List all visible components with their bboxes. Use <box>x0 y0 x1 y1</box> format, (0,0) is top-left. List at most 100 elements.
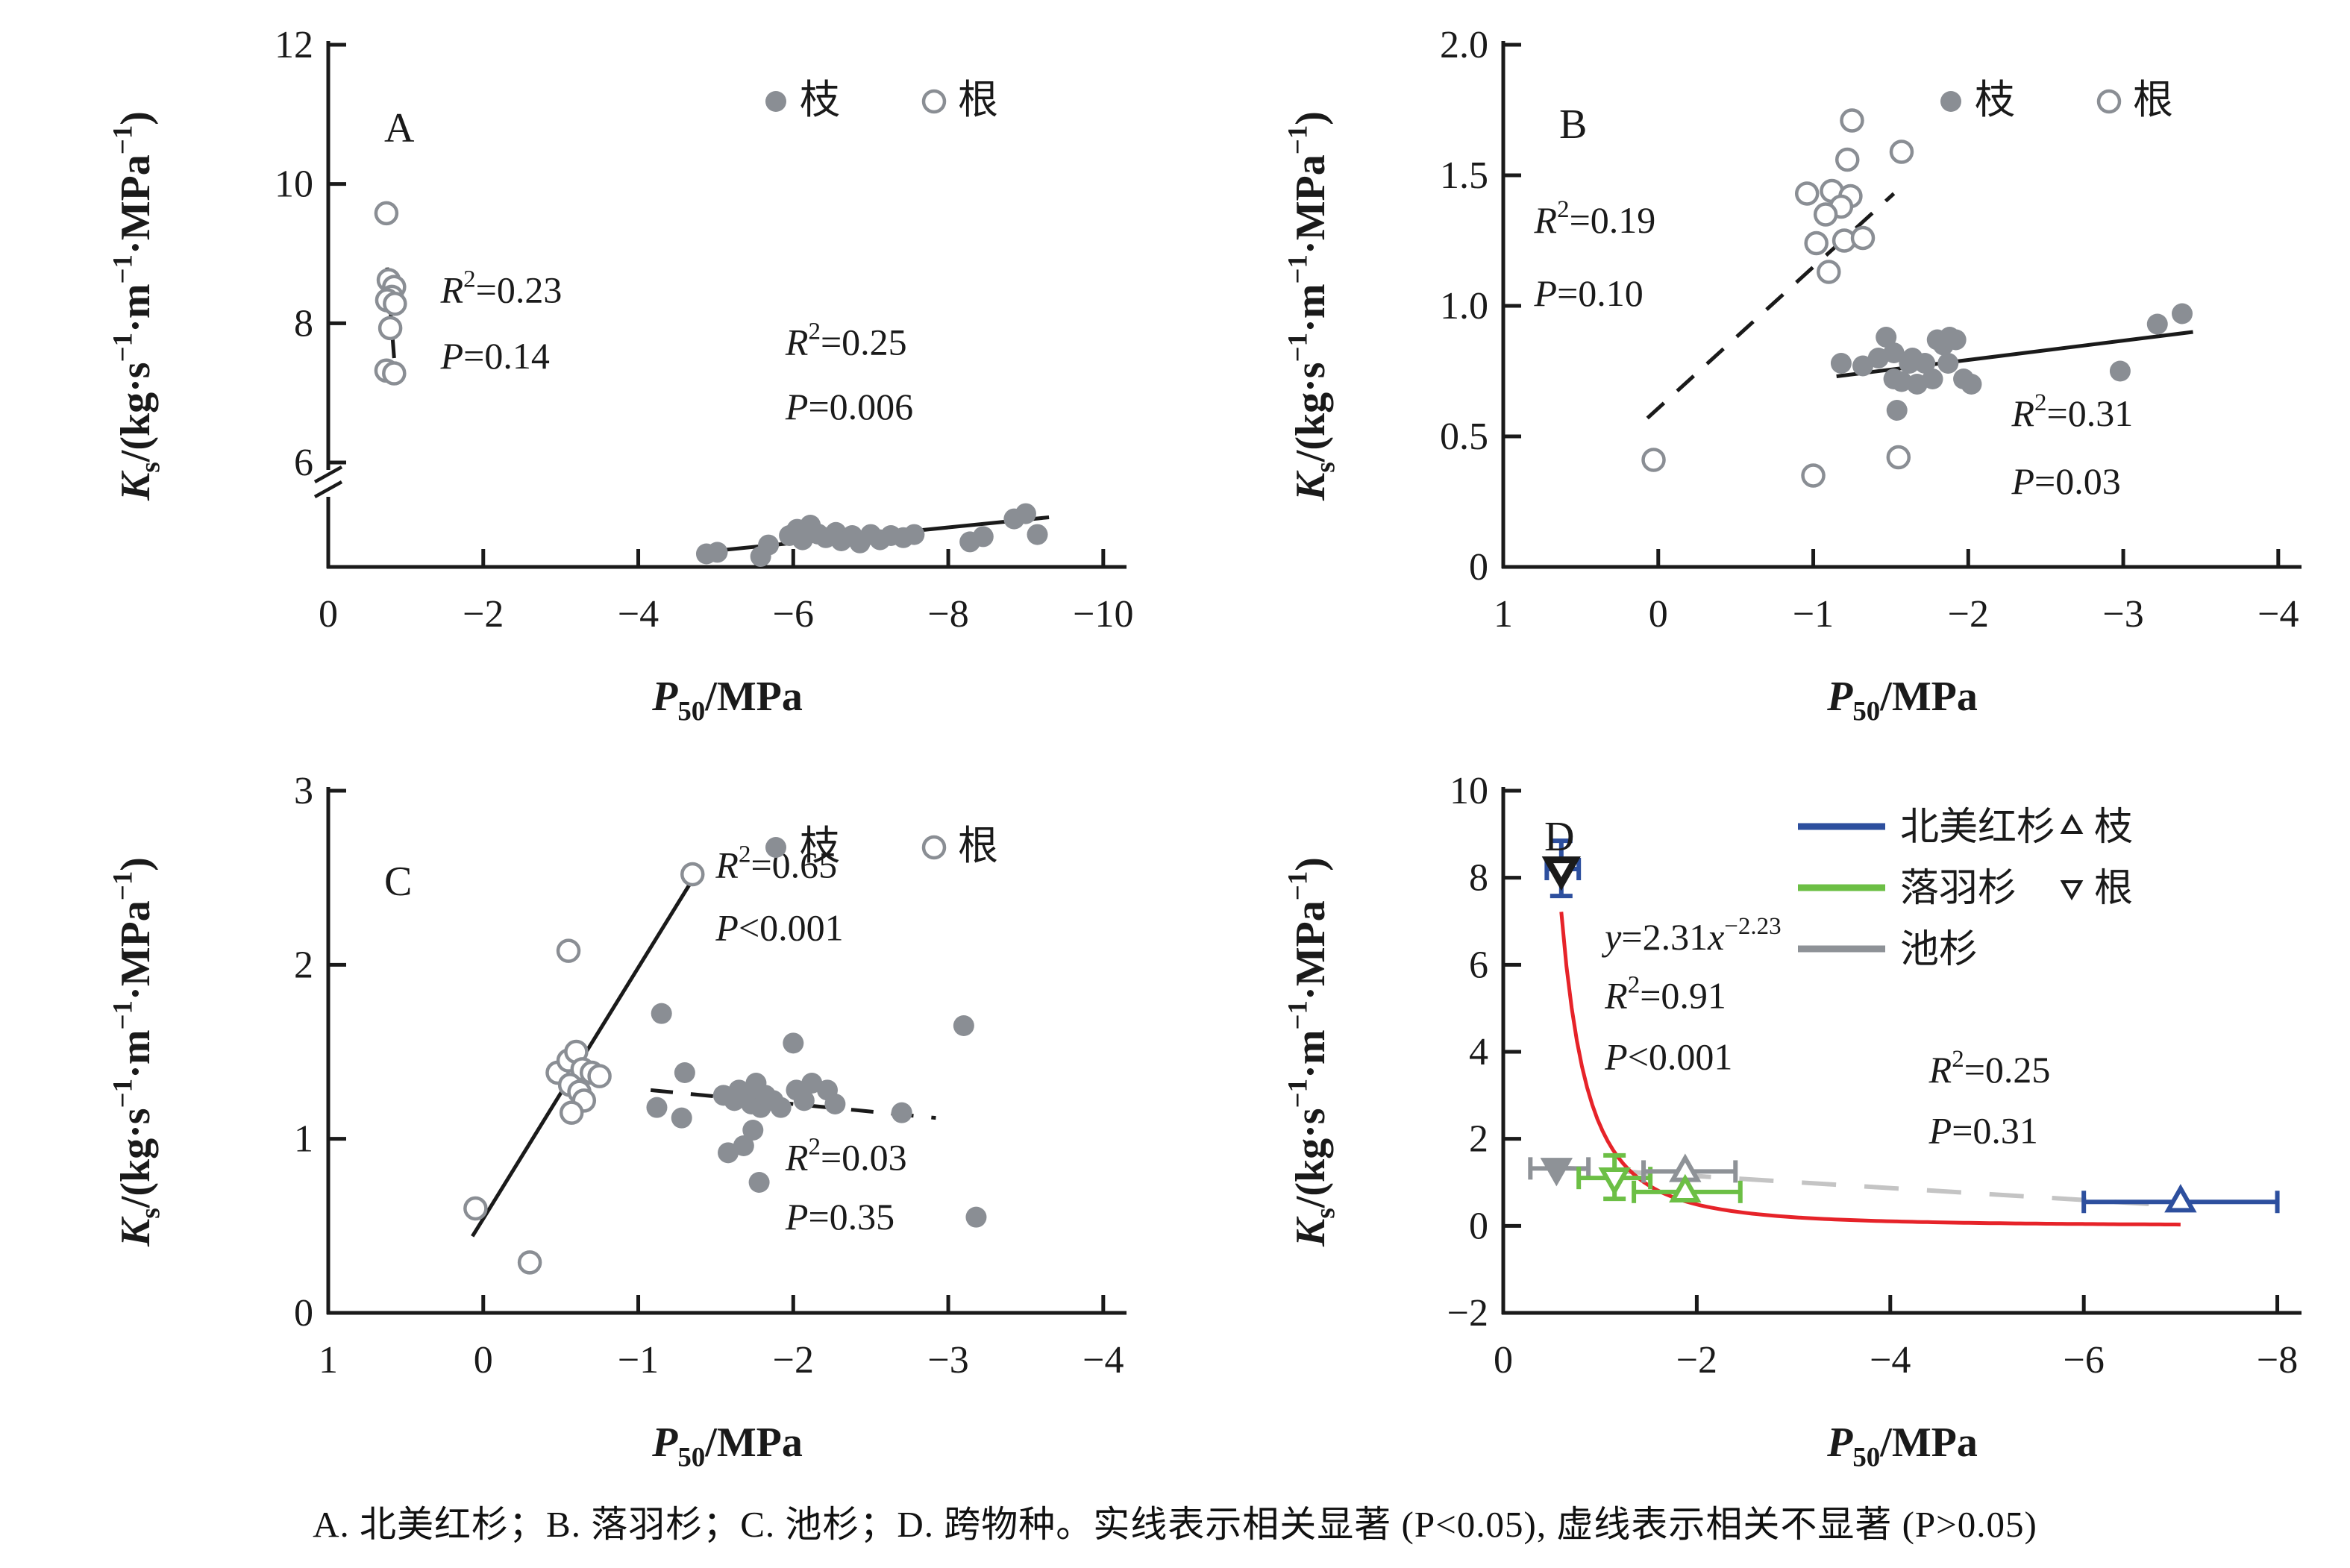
panel-d: 0 −2 −4 −6 −8 −2 0 2 4 6 8 10 y=2.31x−2.23 R2=0.91 P<0… <box>1175 746 2350 1492</box>
data-point-roots <box>517 1250 542 1275</box>
data-point-branches <box>671 1107 692 1129</box>
data-point-roots <box>1889 139 1914 164</box>
regression-line-dashed <box>1551 1164 2186 1209</box>
data-point-roots <box>1641 448 1666 472</box>
y-tick-label: 6 <box>1469 944 1488 986</box>
data-point-branches <box>651 1003 672 1024</box>
x-tick-label: −4 <box>1082 1339 1124 1382</box>
legend-root-label: 根 <box>2133 78 2173 122</box>
x-tick-label: −4 <box>1870 1339 1911 1382</box>
stat-annotation: R2=0.91 <box>1604 972 1726 1017</box>
data-point-枝 <box>2164 1184 2197 1213</box>
y-tick-label: 1.5 <box>1440 154 1488 197</box>
x-tick-label: 1 <box>319 1339 338 1382</box>
x-tick-label: −1 <box>1793 593 1834 636</box>
y-tick-label: 0 <box>1469 546 1488 589</box>
y-axis-title: Ks/(kg·s−1·m−1·MPa−1) <box>1282 857 1340 1247</box>
x-tick-label: 0 <box>1494 1339 1513 1382</box>
legend-species-label: 落羽杉 <box>1900 868 2017 910</box>
stat-annotation: R2=0.65 <box>715 841 837 886</box>
panel-d-svg: 0 −2 −4 −6 −8−20246810y=2.31x−2.23R2=0.91P<0… <box>1282 770 2302 1472</box>
x-tick-label: −2 <box>1676 1339 1717 1382</box>
stat-annotation: R2=0.31 <box>2011 389 2133 434</box>
panel-letter: C <box>384 859 412 905</box>
data-point-roots <box>1794 181 1820 206</box>
legend-branch-label: 枝 <box>1975 78 2015 122</box>
figure-caption: A. 北美红杉；B. 落羽杉；C. 池杉；D. 跨物种。实线表示相关显著 (P<… <box>313 1504 2037 1545</box>
axis-break-icon <box>313 480 343 498</box>
data-point-roots <box>1850 225 1876 251</box>
data-point-roots <box>680 862 705 887</box>
data-point-roots <box>1834 147 1860 172</box>
y-tick-label: 0 <box>1469 1205 1488 1247</box>
data-point-branches <box>2172 303 2193 324</box>
y-tick-label: 1 <box>294 1118 313 1161</box>
data-point-roots <box>463 1196 488 1221</box>
panel-c-svg: 1 0 −1 −2 −3 −40123R2=0.65P<0.001R2=0.03P=0.3… <box>107 770 1127 1472</box>
x-axis-title: P50/MPa <box>651 674 803 726</box>
y-tick-label: 2.0 <box>1440 24 1488 66</box>
x-tick-label: −2 <box>773 1339 814 1382</box>
data-point-roots <box>1813 202 1838 227</box>
data-point-branches <box>953 1015 974 1036</box>
data-point-branches <box>1886 400 1908 421</box>
panel-a: 0 −2 −4 −6 −8 −10 12 10 8 6 R2=0.23 P=0.14 R2=0.25 P=… <box>0 0 1175 746</box>
legend-root-icon <box>921 89 947 114</box>
legend-branch-icon <box>765 91 786 112</box>
stat-annotation: R2=0.03 <box>785 1134 907 1179</box>
stat-annotation: P=0.006 <box>785 386 913 427</box>
data-point-branches <box>1830 353 1852 374</box>
y-tick-label: 0.5 <box>1440 415 1488 458</box>
data-point-branches <box>783 1032 804 1054</box>
data-point-roots <box>1840 108 1864 133</box>
x-tick-label: −10 <box>1073 593 1133 636</box>
data-point-roots <box>383 291 407 316</box>
data-point-根 <box>1598 1167 1631 1197</box>
y-axis-title: Ks/(kg·s−1·m−1·MPa−1) <box>107 857 165 1247</box>
data-point-根 <box>1540 1158 1573 1187</box>
data-point-branches <box>758 534 780 556</box>
y-tick-label: 10 <box>275 163 313 206</box>
regression-line-dashed <box>1646 192 1896 420</box>
data-point-branches <box>733 1135 754 1156</box>
panel-letter: A <box>384 105 415 151</box>
panel-letter: D <box>1544 814 1574 860</box>
stat-annotation: R2=0.25 <box>1928 1046 2051 1091</box>
data-point-branches <box>1945 329 1967 351</box>
stat-annotation: P=0.31 <box>1928 1110 2038 1152</box>
stat-annotation: P=0.03 <box>2011 460 2120 502</box>
data-point-branches <box>972 526 994 548</box>
x-tick-label: 1 <box>1494 593 1513 636</box>
regression-line-dashed <box>650 1088 936 1120</box>
data-point-branches <box>793 1090 815 1111</box>
stat-annotation: R2=0.23 <box>440 266 563 310</box>
legend-species-label: 北美红杉 <box>1900 806 2055 849</box>
data-point-branches <box>770 1097 792 1118</box>
x-axis-title: P50/MPa <box>1826 1420 1978 1472</box>
x-axis-title: P50/MPa <box>1826 674 1978 726</box>
data-point-branches <box>1015 503 1036 524</box>
data-point-branches <box>1922 369 1943 389</box>
data-point-枝 <box>1669 1173 1702 1202</box>
x-axis-title: P50/MPa <box>651 1420 803 1472</box>
y-tick-label: 8 <box>1469 857 1488 900</box>
stat-annotation: P=0.35 <box>785 1196 894 1238</box>
legend-organ-label: 根 <box>2094 868 2133 910</box>
data-point-branches <box>965 1206 987 1228</box>
x-tick-label: −1 <box>618 1339 659 1382</box>
x-tick-label: −2 <box>1948 593 1989 636</box>
legend-root-label: 根 <box>958 824 998 868</box>
data-point-branches <box>1961 374 1982 395</box>
x-tick-label: −8 <box>927 593 968 636</box>
stat-annotation: P<0.001 <box>1604 1035 1732 1077</box>
legend-root-icon <box>921 835 947 860</box>
y-tick-label: 6 <box>294 442 313 484</box>
legend-branch-icon <box>1940 91 1961 112</box>
y-tick-label: 2 <box>1469 1118 1488 1161</box>
data-point-branches <box>2109 360 2131 382</box>
panel-b-svg: 1 0 −1 −2 −3 −400.51.01.52.0R2=0.19P=0.10R2=0… <box>1282 24 2302 726</box>
data-point-根 <box>1541 856 1581 891</box>
x-tick-label: −6 <box>2064 1339 2105 1382</box>
data-point-branches <box>1937 353 1959 374</box>
